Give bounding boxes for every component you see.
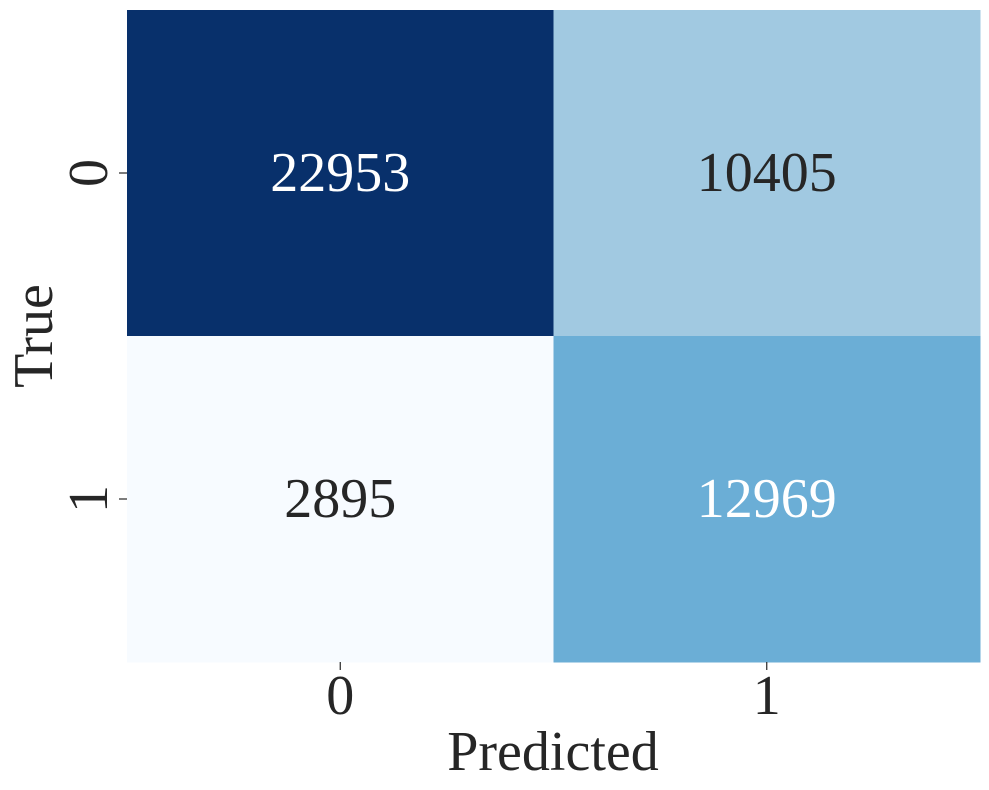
x-tick-label-1: 1 xyxy=(753,665,781,727)
cell-value-labels: 22953 10405 2895 12969 xyxy=(270,142,837,530)
heatmap-cell-0-1 xyxy=(553,10,981,337)
y-tick-label-1: 1 xyxy=(58,485,120,513)
y-axis-ticks: 01 xyxy=(58,159,127,513)
cell-value-0-0: 22953 xyxy=(270,142,410,204)
heatmap-cell-1-1 xyxy=(553,336,981,663)
heatmap-cell-1-0 xyxy=(127,336,554,663)
cell-value-0-1: 10405 xyxy=(697,142,837,204)
cell-value-1-0: 2895 xyxy=(284,468,396,530)
x-axis-label: Predicted xyxy=(447,721,658,783)
x-tick-label-0: 0 xyxy=(326,665,354,727)
heatmap-cells xyxy=(127,10,981,663)
heatmap-cell-0-0 xyxy=(127,10,554,337)
cell-value-1-1: 12969 xyxy=(697,468,837,530)
y-axis-label: True xyxy=(3,284,65,388)
y-tick-label-0: 0 xyxy=(58,159,120,187)
